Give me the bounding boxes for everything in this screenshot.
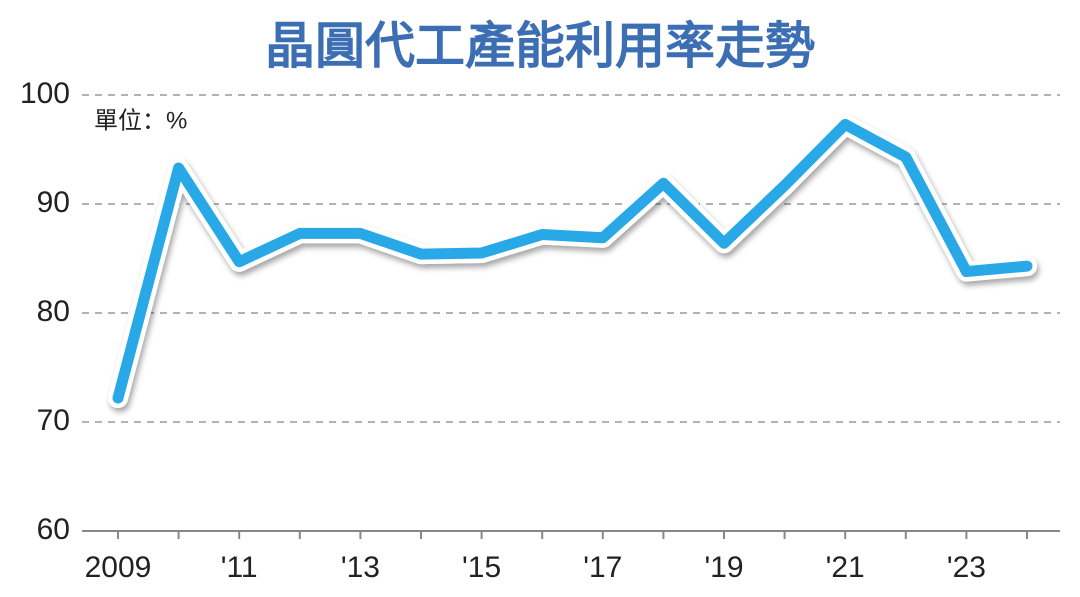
y-tick-label: 60: [37, 513, 70, 546]
x-tick-label: '13: [341, 551, 380, 584]
x-tick-label: '21: [826, 551, 865, 584]
x-tick-label: '19: [704, 551, 743, 584]
chart-title: 晶圓代工產能利用率走勢: [265, 18, 815, 74]
line: [112, 118, 1033, 404]
y-tick-label: 80: [37, 295, 70, 328]
x-tick-label: '23: [947, 551, 986, 584]
y-tick-label: 100: [20, 77, 70, 110]
y-tick-label: 70: [37, 404, 70, 437]
unit-label: 單位：%: [94, 107, 187, 134]
x-tick-label: '17: [583, 551, 622, 584]
x-tick-label: '15: [462, 551, 501, 584]
y-tick-label: 90: [37, 186, 70, 219]
x-tick-label: '11: [221, 551, 258, 584]
x-tick-label: 2009: [85, 551, 152, 584]
line-outline: [108, 114, 1037, 409]
